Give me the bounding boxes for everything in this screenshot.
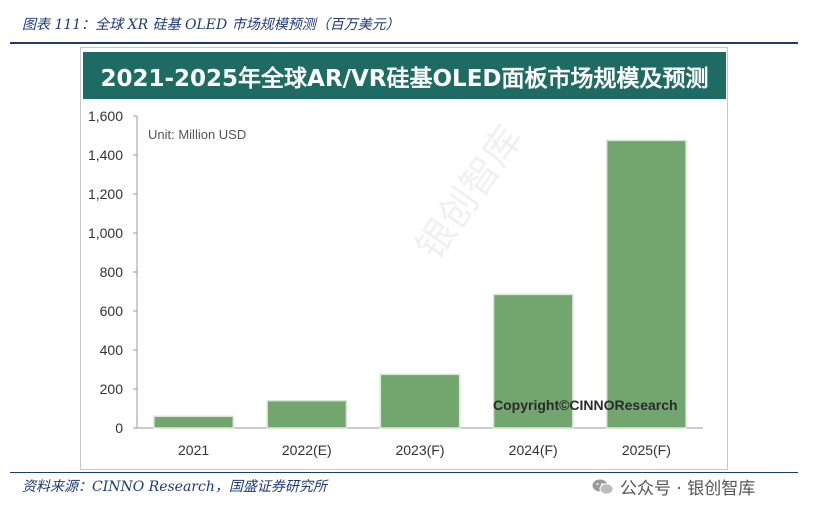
y-tick-label: 600 [100, 303, 124, 319]
bar [153, 415, 234, 429]
y-tick-label: 1,000 [88, 225, 123, 241]
y-tick-label: 800 [100, 264, 124, 280]
y-tick-label: 400 [100, 342, 124, 358]
watermark: 银创智库 [408, 118, 531, 268]
figure-caption: 图表 111：全球 XR 硅基 OLED 市场规模预测（百万美元） [22, 17, 400, 33]
x-tick-label: 2024(F) [509, 442, 558, 458]
y-tick-label: 1,200 [88, 186, 123, 202]
wechat-account-label: 公众号 · 银创智库 [620, 479, 756, 499]
x-tick-label: 2022(E) [282, 442, 332, 458]
chart-title: 2021-2025年全球AR/VR硅基OLED面板市场规模及预测 [83, 52, 726, 99]
bar [492, 293, 574, 429]
x-tick-label: 2025(F) [622, 442, 671, 458]
y-tick-label: 200 [100, 381, 124, 397]
copyright-label: Copyright©CINNOResearch [493, 397, 678, 413]
top-rule [10, 42, 798, 44]
y-tick-label: 1,400 [88, 147, 123, 163]
bar [606, 139, 687, 429]
y-tick-label: 0 [115, 420, 123, 436]
bar [379, 373, 461, 429]
y-tick-label: 1,600 [88, 108, 123, 124]
source-note: 资料来源：CINNO Research，国盛证券研究所 [22, 479, 327, 495]
bottom-rule [10, 472, 798, 473]
bar [266, 399, 348, 429]
wechat-icon [592, 479, 614, 495]
wechat-account: 公众号 · 银创智库 [592, 474, 755, 499]
x-tick-label: 2023(F) [395, 442, 444, 458]
x-tick-label: 2021 [178, 442, 209, 458]
unit-label: Unit: Million USD [148, 127, 246, 142]
